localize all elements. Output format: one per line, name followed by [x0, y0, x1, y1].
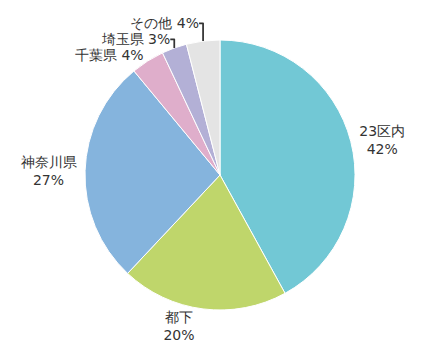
svg-text:千葉県 4%: 千葉県 4%: [75, 47, 144, 63]
svg-text:神奈川県27%: 神奈川県27%: [21, 154, 77, 188]
svg-text:埼玉県 3%: 埼玉県 3%: [101, 31, 171, 47]
svg-text:都下20%: 都下20%: [163, 309, 194, 343]
svg-text:23区内42%: 23区内42%: [359, 123, 405, 157]
svg-text:その他 4%: その他 4%: [130, 15, 199, 31]
